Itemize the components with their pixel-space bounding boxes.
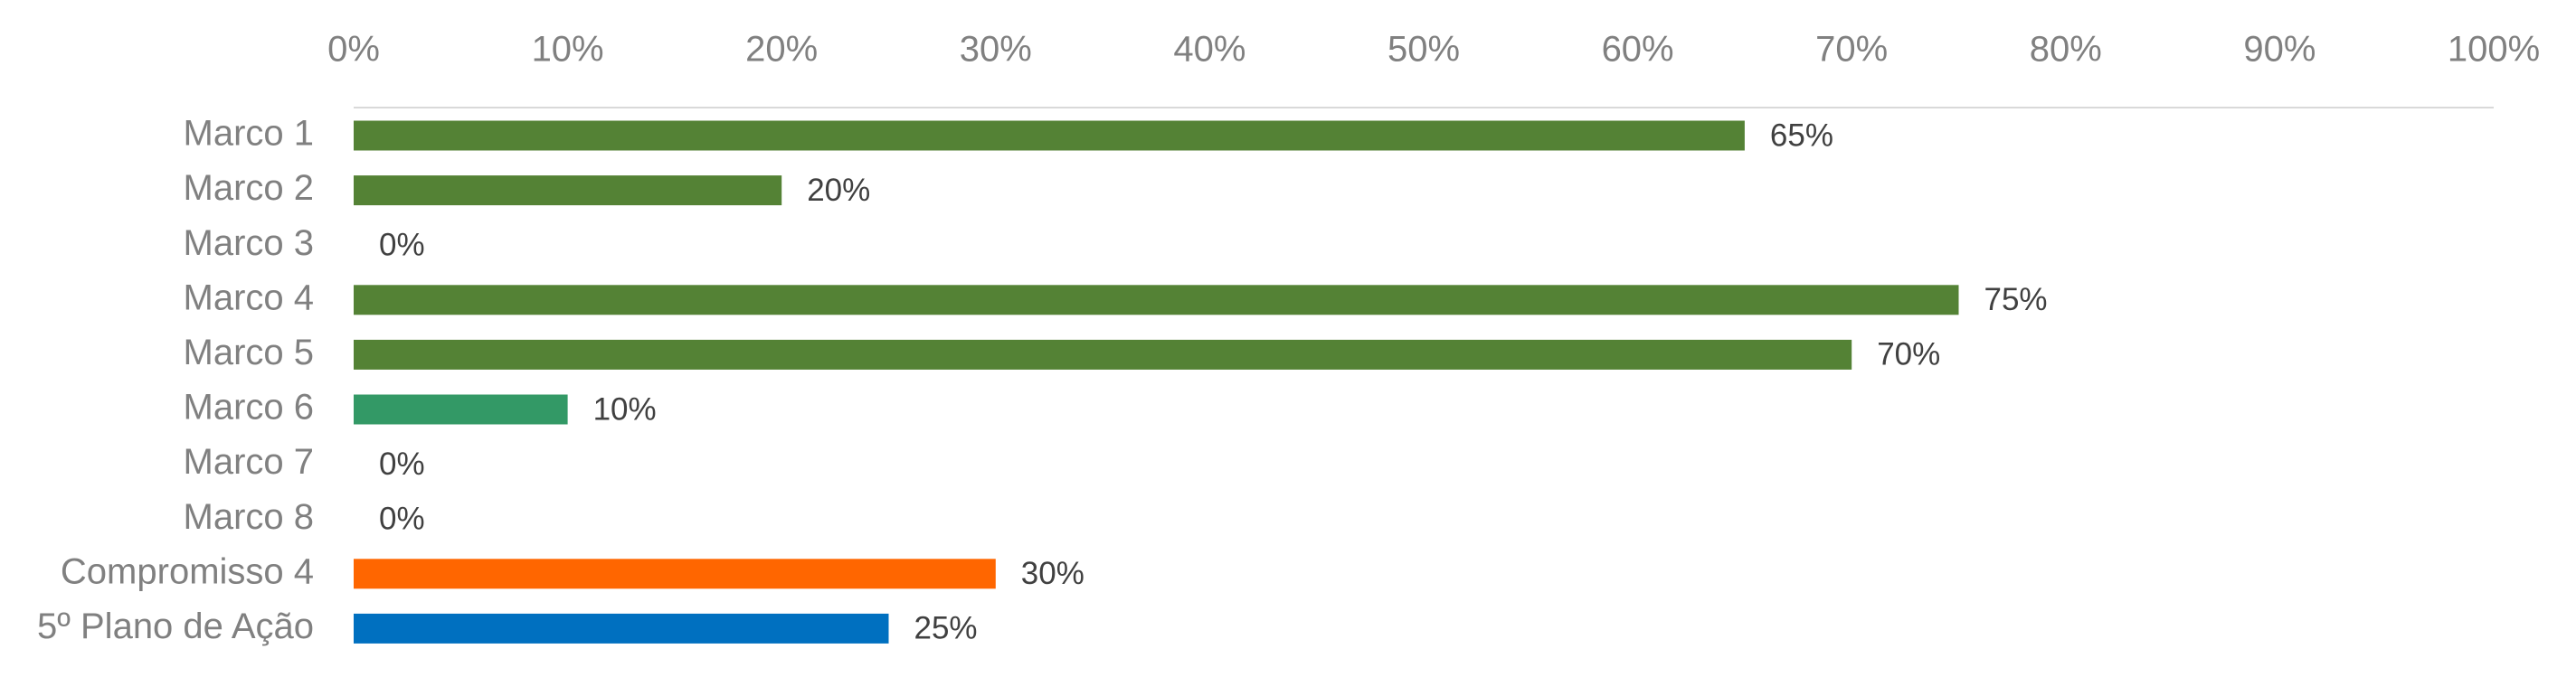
bar <box>354 175 782 206</box>
value-label: 30% <box>1021 556 1084 591</box>
bar <box>354 613 889 644</box>
value-label: 20% <box>807 173 870 208</box>
bar <box>354 394 568 425</box>
x-tick-label: 20% <box>745 30 818 70</box>
bar <box>354 559 996 589</box>
y-tick-label: Marco 1 <box>184 114 315 154</box>
bar <box>354 285 1959 315</box>
y-tick-label: Marco 5 <box>184 333 315 372</box>
bar <box>354 339 1852 370</box>
y-tick-label: Marco 4 <box>184 277 315 317</box>
y-tick-label: Marco 2 <box>184 168 315 208</box>
x-tick-label: 50% <box>1387 30 1460 70</box>
value-label: 10% <box>593 391 657 427</box>
bar <box>354 120 1745 151</box>
value-label: 0% <box>379 227 425 262</box>
x-tick-label: 10% <box>532 30 604 70</box>
value-label: 0% <box>379 501 425 536</box>
value-label: 0% <box>379 447 425 482</box>
x-tick-label: 90% <box>2243 30 2316 70</box>
x-tick-label: 80% <box>2030 30 2102 70</box>
y-tick-label: 5º Plano de Ação <box>37 607 314 646</box>
y-tick-label: Marco 6 <box>184 388 315 428</box>
value-label: 65% <box>1770 118 1833 153</box>
y-tick-label: Marco 8 <box>184 497 315 537</box>
x-tick-label: 40% <box>1173 30 1245 70</box>
x-tick-label: 30% <box>960 30 1032 70</box>
y-tick-label: Compromisso 4 <box>61 551 314 591</box>
x-tick-label: 60% <box>1602 30 1674 70</box>
x-tick-label: 0% <box>327 30 380 70</box>
value-label: 75% <box>1984 282 2048 317</box>
value-label: 25% <box>914 611 978 646</box>
y-tick-label: Marco 7 <box>184 442 315 482</box>
value-label: 70% <box>1877 337 1940 372</box>
x-tick-label: 100% <box>2448 30 2540 70</box>
x-tick-label: 70% <box>1815 30 1888 70</box>
y-tick-label: Marco 3 <box>184 223 315 263</box>
